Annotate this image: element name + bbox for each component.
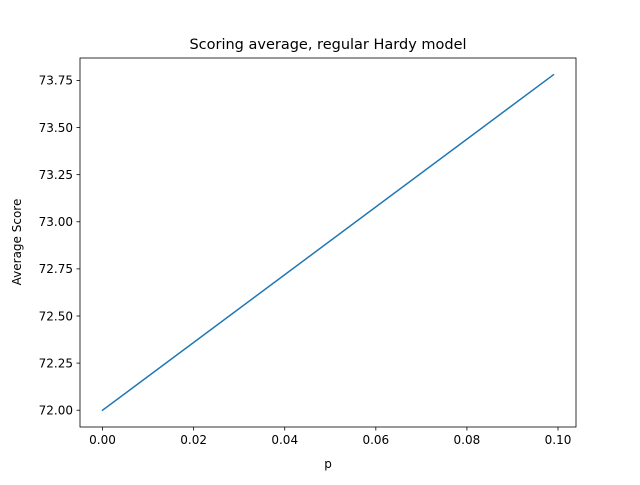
y-tick-label: 72.00 — [39, 404, 73, 418]
y-axis-label: Average Score — [10, 199, 24, 286]
y-tick-label: 73.50 — [39, 121, 73, 135]
x-tick-label: 0.00 — [89, 433, 116, 447]
series-line-0 — [101, 73, 555, 412]
y-tick-label: 73.00 — [39, 215, 73, 229]
y-tick-label: 72.50 — [39, 309, 73, 323]
x-axis-ticks: 0.00 0.02 0.04 0.06 0.08 0.10 — [89, 427, 571, 447]
y-tick-label: 73.25 — [39, 168, 73, 182]
series-layer — [101, 73, 555, 412]
x-tick-label: 0.04 — [271, 433, 298, 447]
y-axis-ticks: 72.00 72.25 72.50 72.75 73.00 73.25 73.50 73.75 — [39, 74, 80, 418]
x-tick-label: 0.02 — [180, 433, 207, 447]
plot-area-frame — [79, 57, 577, 428]
x-axis-label: p — [324, 457, 332, 471]
y-tick-label: 72.25 — [39, 356, 73, 370]
x-tick-label: 0.08 — [454, 433, 481, 447]
x-tick-label: 0.06 — [362, 433, 389, 447]
y-tick-label: 73.75 — [39, 74, 73, 88]
x-tick-label: 0.10 — [545, 433, 572, 447]
chart-title: Scoring average, regular Hardy model — [189, 37, 466, 53]
y-tick-label: 72.75 — [39, 262, 73, 276]
